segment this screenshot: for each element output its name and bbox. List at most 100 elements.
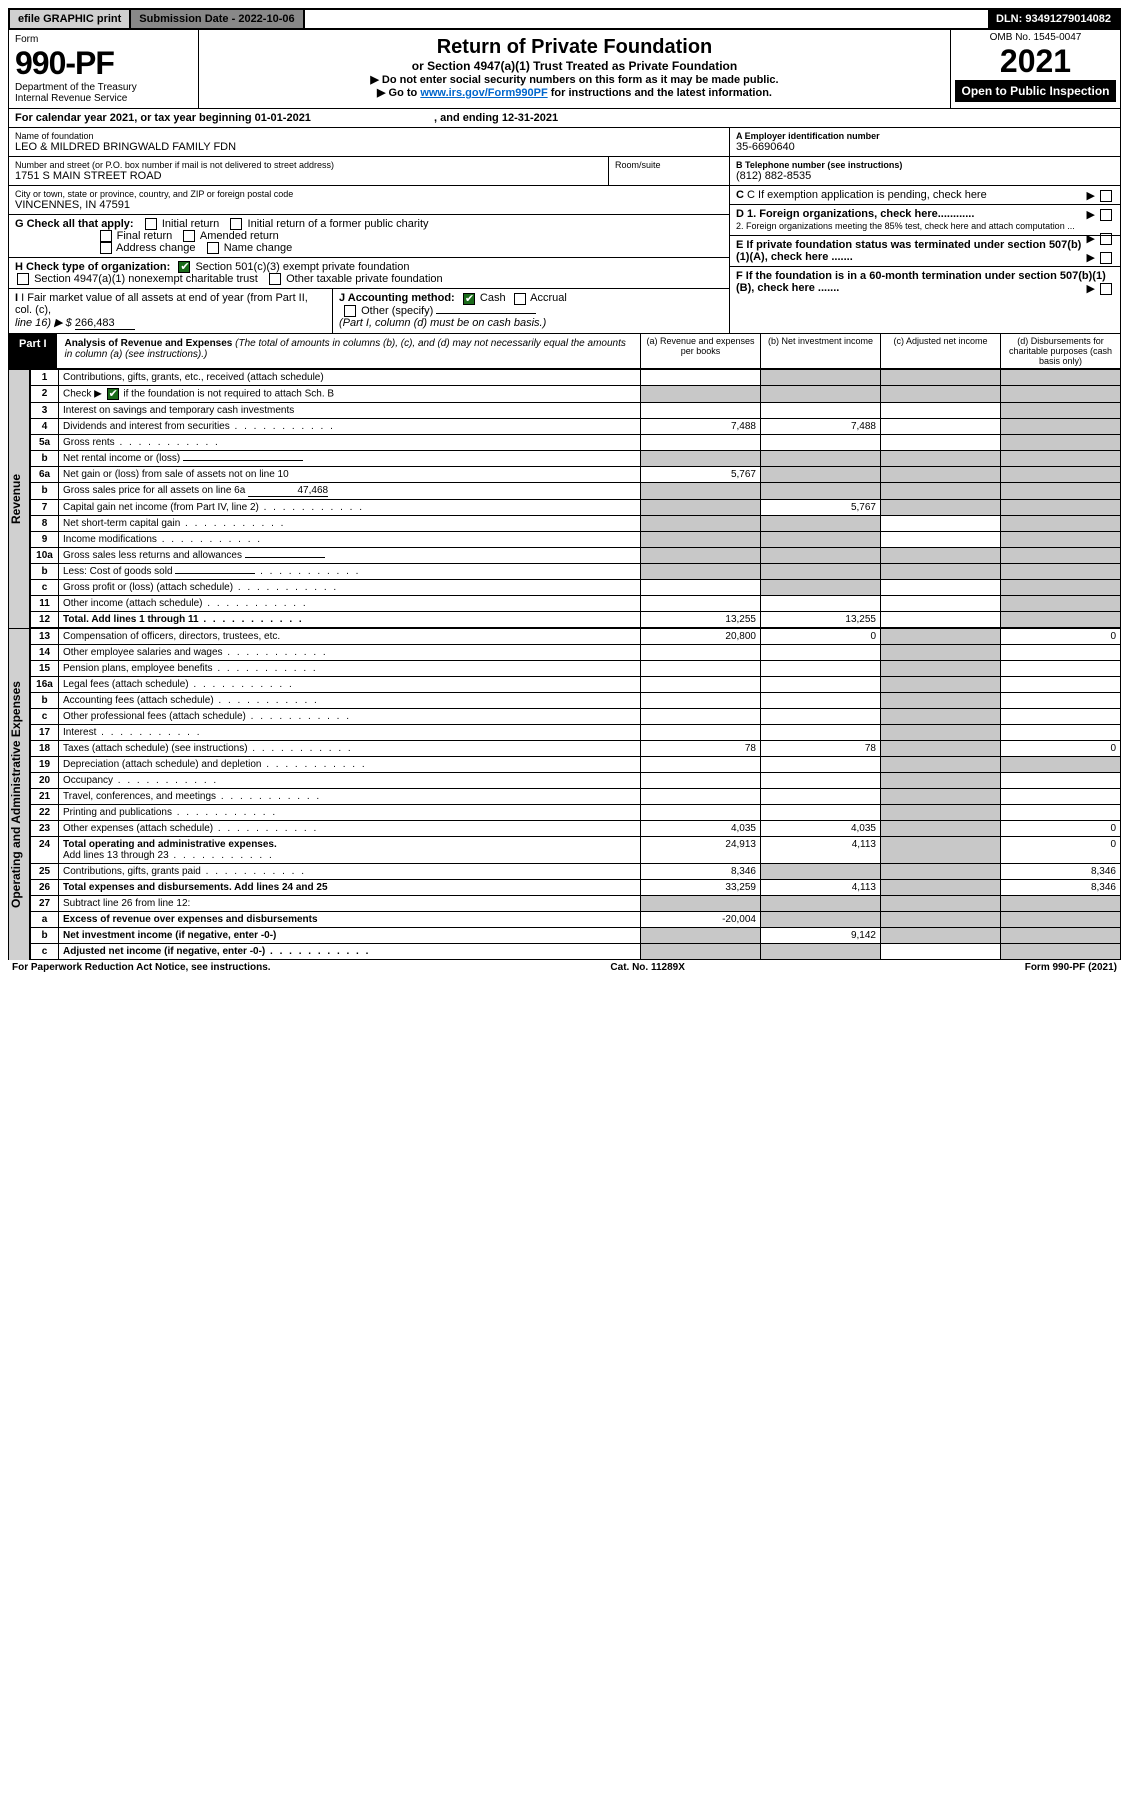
chk-final-return[interactable] <box>100 230 112 242</box>
chk-address-change[interactable] <box>100 242 112 254</box>
r1-num: 1 <box>31 370 59 386</box>
r20-num: 20 <box>31 773 59 789</box>
r19-text: Depreciation (attach schedule) and deple… <box>59 757 641 773</box>
r25-a: 8,346 <box>641 864 761 880</box>
j-cell: J Accounting method: Cash Accrual Other … <box>333 289 729 333</box>
chk-4947a1[interactable] <box>17 273 29 285</box>
topbar-spacer <box>305 10 988 28</box>
phone-value: (812) 882-8535 <box>736 170 1114 182</box>
i-j-row: I I Fair market value of all assets at e… <box>9 289 729 333</box>
ein-label: A Employer identification number <box>736 131 1114 141</box>
r16c-text: Other professional fees (attach schedule… <box>59 709 641 725</box>
row-27: 27Subtract line 26 from line 12: <box>31 896 1121 912</box>
r8-text: Net short-term capital gain <box>59 516 641 532</box>
chk-foreign-85[interactable] <box>1100 233 1112 245</box>
r10c-num: c <box>31 580 59 596</box>
dln: DLN: 93491279014082 <box>988 10 1119 28</box>
city-value: VINCENNES, IN 47591 <box>15 199 723 211</box>
id-right: A Employer identification number 35-6690… <box>730 128 1120 333</box>
chk-status-terminated[interactable] <box>1100 252 1112 264</box>
r17-text: Interest <box>59 725 641 741</box>
chk-accrual[interactable] <box>514 293 526 305</box>
goto-pre: ▶ Go to <box>377 87 420 99</box>
r7-num: 7 <box>31 500 59 516</box>
r22-text: Printing and publications <box>59 805 641 821</box>
chk-name-change[interactable] <box>207 242 219 254</box>
efile-print[interactable]: efile GRAPHIC print <box>10 10 131 28</box>
r25-d: 8,346 <box>1001 864 1121 880</box>
f-cell: F If the foundation is in a 60-month ter… <box>730 267 1120 297</box>
j-label: J Accounting method: <box>339 292 455 304</box>
r6a-a: 5,767 <box>641 467 761 483</box>
h-o1: Section 501(c)(3) exempt private foundat… <box>195 261 409 273</box>
row-17: 17Interest <box>31 725 1121 741</box>
d1-label: D 1. Foreign organizations, check here..… <box>736 208 974 220</box>
chk-exemption-pending[interactable] <box>1100 190 1112 202</box>
r5a-text: Gross rents <box>59 435 641 451</box>
expenses-section: Operating and Administrative Expenses 13… <box>8 628 1121 960</box>
g-o3: Final return <box>117 230 173 242</box>
chk-initial-former[interactable] <box>230 218 242 230</box>
r14-text: Other employee salaries and wages <box>59 645 641 661</box>
r23-b: 4,035 <box>761 821 881 837</box>
r13-d: 0 <box>1001 629 1121 645</box>
j-o1: Cash <box>480 292 506 304</box>
street-address: 1751 S MAIN STREET ROAD <box>15 170 602 182</box>
chk-amended[interactable] <box>183 230 195 242</box>
h-label: H Check type of organization: <box>15 261 170 273</box>
r5b-text: Net rental income or (loss) <box>59 451 641 467</box>
r6a-num: 6a <box>31 467 59 483</box>
chk-other-method[interactable] <box>344 305 356 317</box>
chk-other-taxable[interactable] <box>269 273 281 285</box>
chk-60month[interactable] <box>1100 283 1112 295</box>
fmv-value: 266,483 <box>75 317 135 330</box>
r2-text: Check ▶ if the foundation is not require… <box>59 386 641 403</box>
r15-text: Pension plans, employee benefits <box>59 661 641 677</box>
j-o3: Other (specify) <box>361 305 433 317</box>
g-o2: Initial return of a former public charit… <box>248 218 429 230</box>
r27c-num: c <box>31 944 59 960</box>
row-10b: bLess: Cost of goods sold <box>31 564 1121 580</box>
row-12: 12Total. Add lines 1 through 1113,25513,… <box>31 612 1121 628</box>
omb-number: OMB No. 1545-0047 <box>955 32 1116 43</box>
row-16a: 16aLegal fees (attach schedule) <box>31 677 1121 693</box>
header-center: Return of Private Foundation or Section … <box>199 30 950 108</box>
row-2: 2Check ▶ if the foundation is not requir… <box>31 386 1121 403</box>
row-16c: cOther professional fees (attach schedul… <box>31 709 1121 725</box>
form-subtitle: or Section 4947(a)(1) Trust Treated as P… <box>209 59 940 73</box>
chk-initial-return[interactable] <box>145 218 157 230</box>
cal-prefix: For calendar year 2021, or tax year begi… <box>15 112 255 124</box>
part1-tag: Part I <box>9 334 57 368</box>
chk-foreign-org[interactable] <box>1100 209 1112 221</box>
chk-501c3[interactable] <box>178 261 190 273</box>
row-27a: aExcess of revenue over expenses and dis… <box>31 912 1121 928</box>
j-o2: Accrual <box>530 292 567 304</box>
revenue-label: Revenue <box>8 369 30 628</box>
irs-link[interactable]: www.irs.gov/Form990PF <box>420 87 547 99</box>
r27b-num: b <box>31 928 59 944</box>
e-cell: E If private foundation status was termi… <box>730 236 1120 267</box>
r19-num: 19 <box>31 757 59 773</box>
chk-cash[interactable] <box>463 293 475 305</box>
r13-text: Compensation of officers, directors, tru… <box>59 629 641 645</box>
r27b-text: Net investment income (if negative, ente… <box>59 928 641 944</box>
calendar-year: For calendar year 2021, or tax year begi… <box>9 109 1120 127</box>
row-27c: cAdjusted net income (if negative, enter… <box>31 944 1121 960</box>
g-o4: Amended return <box>200 230 279 242</box>
r18-b: 78 <box>761 741 881 757</box>
r10b-num: b <box>31 564 59 580</box>
r25-text: Contributions, gifts, grants paid <box>59 864 641 880</box>
cal-mid: , and ending <box>434 112 502 124</box>
r8-num: 8 <box>31 516 59 532</box>
r6b-inline: 47,468 <box>248 485 328 497</box>
r27-text: Subtract line 26 from line 12: <box>59 896 641 912</box>
r17-num: 17 <box>31 725 59 741</box>
row-6a: 6aNet gain or (loss) from sale of assets… <box>31 467 1121 483</box>
r16c-num: c <box>31 709 59 725</box>
row-19: 19Depreciation (attach schedule) and dep… <box>31 757 1121 773</box>
row-27b: bNet investment income (if negative, ent… <box>31 928 1121 944</box>
r10c-text: Gross profit or (loss) (attach schedule) <box>59 580 641 596</box>
row-6b: bGross sales price for all assets on lin… <box>31 483 1121 500</box>
chk-sch-b[interactable] <box>107 388 119 400</box>
irs-label: Internal Revenue Service <box>15 93 192 104</box>
